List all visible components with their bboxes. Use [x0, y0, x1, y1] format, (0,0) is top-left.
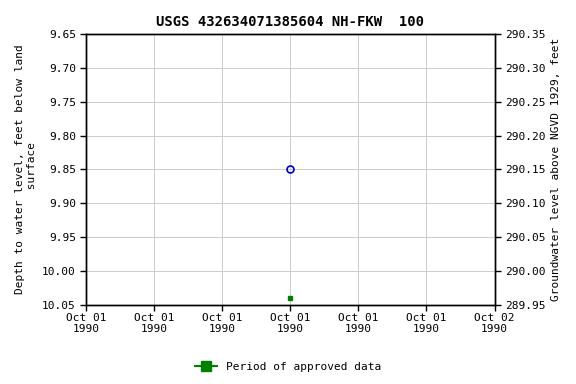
Y-axis label: Groundwater level above NGVD 1929, feet: Groundwater level above NGVD 1929, feet — [551, 38, 561, 301]
Legend: Period of approved data: Period of approved data — [191, 358, 385, 377]
Y-axis label: Depth to water level, feet below land
 surface: Depth to water level, feet below land su… — [15, 45, 37, 294]
Title: USGS 432634071385604 NH-FKW  100: USGS 432634071385604 NH-FKW 100 — [157, 15, 425, 29]
